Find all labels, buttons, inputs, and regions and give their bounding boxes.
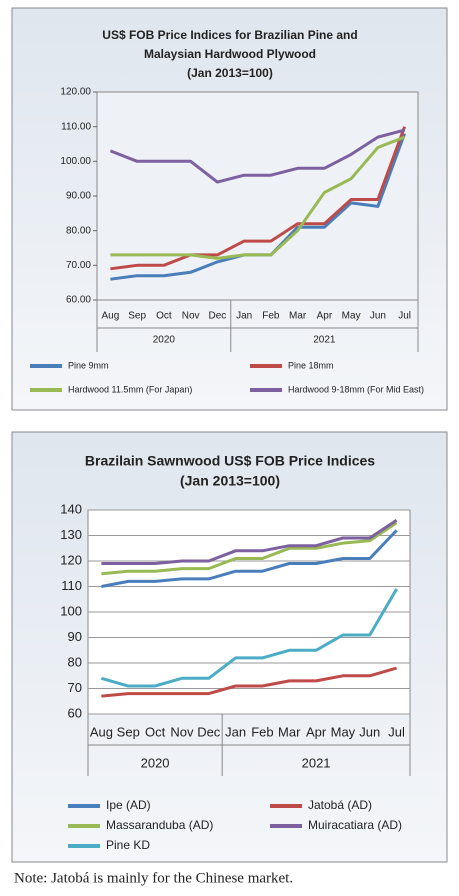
series-line bbox=[110, 135, 406, 260]
note: Note: Jatobá is mainly for the Chinese m… bbox=[14, 870, 293, 886]
x-tick-label: Feb bbox=[251, 724, 273, 739]
x-tick-label: Dec bbox=[197, 724, 221, 739]
legend-label: Ipe (AD) bbox=[106, 798, 151, 812]
series-line bbox=[100, 588, 398, 688]
x-tick-label: Apr bbox=[317, 311, 333, 322]
x-group-label: 2020 bbox=[153, 335, 176, 346]
x-tick-label: Jan bbox=[225, 724, 246, 739]
legend-label: Hardwood 9-18mm (For Mid East) bbox=[288, 384, 424, 394]
y-tick-label: 100.00 bbox=[60, 156, 91, 167]
x-tick-label: Oct bbox=[156, 311, 172, 322]
x-group-label: 2021 bbox=[313, 335, 336, 346]
x-group-label: 2020 bbox=[141, 755, 170, 770]
legend-label: Pine 9mm bbox=[68, 360, 109, 370]
chart-title: US$ FOB Price Indices for Brazilian Pine… bbox=[102, 28, 357, 42]
x-tick-label: Oct bbox=[145, 724, 166, 739]
y-tick-label: 110.00 bbox=[61, 121, 91, 132]
y-tick-label: 120 bbox=[60, 552, 82, 567]
legend-label: Massaranduba (AD) bbox=[106, 818, 213, 832]
x-tick-label: Dec bbox=[208, 311, 226, 322]
y-tick-label: 90 bbox=[68, 629, 82, 644]
chart-title: (Jan 2013=100) bbox=[187, 66, 273, 80]
legend-label: Hardwood 11.5mm (For Japan) bbox=[68, 384, 192, 394]
x-tick-label: Sep bbox=[128, 311, 146, 322]
x-tick-label: Jun bbox=[359, 724, 380, 739]
x-tick-label: Apr bbox=[306, 724, 327, 739]
legend-label: Jatobá (AD) bbox=[308, 798, 372, 812]
chart-title: Malaysian Hardwood Plywood bbox=[144, 47, 316, 61]
chart-title: Brazilain Sawnwood US$ FOB Price Indices bbox=[85, 453, 375, 469]
x-group-label: 2021 bbox=[302, 755, 331, 770]
x-tick-label: Aug bbox=[90, 724, 113, 739]
x-tick-label: Nov bbox=[170, 724, 194, 739]
x-tick-label: Mar bbox=[278, 724, 301, 739]
y-tick-label: 60 bbox=[68, 705, 82, 720]
series-line bbox=[101, 521, 398, 576]
x-tick-label: Jul bbox=[398, 311, 411, 322]
y-tick-label: 70 bbox=[68, 680, 82, 695]
x-tick-label: May bbox=[331, 724, 356, 739]
y-tick-label: 130 bbox=[60, 527, 82, 542]
series-line bbox=[101, 666, 398, 698]
series-line bbox=[101, 529, 398, 588]
y-tick-label: 100 bbox=[60, 603, 82, 618]
x-tick-label: Aug bbox=[101, 311, 119, 322]
y-tick-label: 60.00 bbox=[66, 295, 91, 306]
x-tick-label: Jul bbox=[388, 724, 405, 739]
plot-area bbox=[96, 91, 419, 301]
legend-label: Pine 18mm bbox=[288, 360, 334, 370]
y-tick-label: 80.00 bbox=[66, 225, 91, 236]
x-tick-label: Jun bbox=[370, 311, 386, 322]
series-line bbox=[109, 128, 405, 184]
legend-label: Muiracatiara (AD) bbox=[308, 818, 402, 832]
y-tick-label: 110 bbox=[61, 578, 82, 593]
x-tick-label: Feb bbox=[262, 311, 280, 322]
x-tick-label: May bbox=[342, 311, 361, 322]
chart-title: (Jan 2013=100) bbox=[180, 473, 280, 489]
y-tick-label: 120.00 bbox=[60, 87, 91, 98]
y-tick-label: 70.00 bbox=[66, 260, 91, 271]
series-line bbox=[101, 518, 398, 565]
y-tick-label: 80 bbox=[68, 654, 82, 669]
series-line bbox=[110, 126, 407, 271]
x-tick-label: Sep bbox=[117, 724, 140, 739]
y-tick-label: 140 bbox=[60, 501, 82, 516]
x-tick-label: Mar bbox=[289, 311, 307, 322]
y-tick-label: 90.00 bbox=[66, 191, 91, 202]
x-tick-label: Jan bbox=[236, 311, 252, 322]
x-tick-label: Nov bbox=[182, 311, 200, 322]
legend-label: Pine KD bbox=[106, 838, 150, 852]
